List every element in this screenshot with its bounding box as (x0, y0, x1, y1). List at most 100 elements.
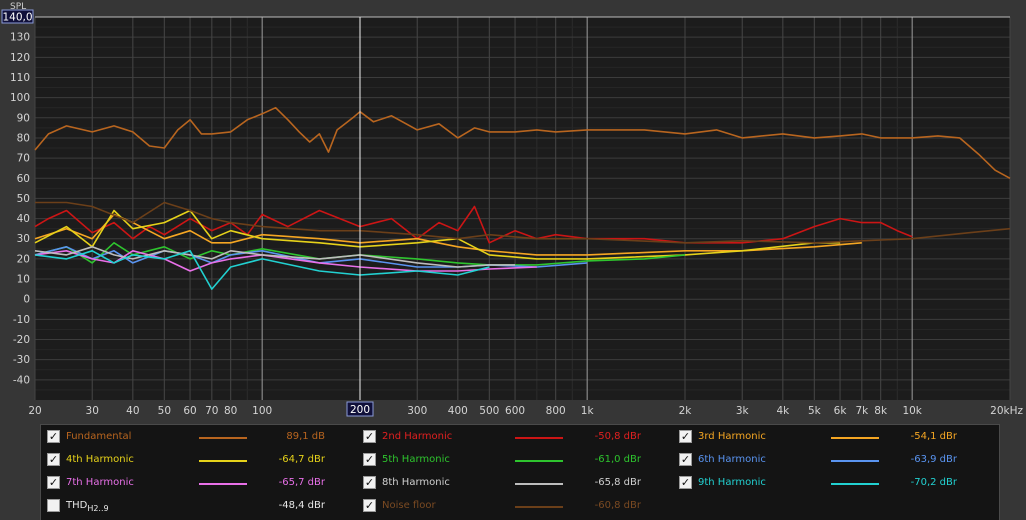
x-tick-label: 800 (546, 405, 566, 417)
legend-swatch-line (831, 483, 879, 485)
legend-label: Noise floor (382, 500, 436, 511)
legend-item-7th-harmonic: ✓ 7th Harmonic -65,7 dBr (47, 473, 347, 493)
legend-item-fundamental: ✓ Fundamental 89,1 dB (47, 427, 347, 447)
legend-label: 7th Harmonic (66, 477, 134, 488)
legend-label: Fundamental (66, 431, 132, 442)
legend-label: 5th Harmonic (382, 454, 450, 465)
x-tick-label: 6k (834, 405, 848, 417)
y-tick-label: 60 (17, 173, 30, 185)
legend-label: THDH2..9 (66, 500, 109, 513)
x-tick-label: 7k (855, 405, 869, 417)
legend-label: 6th Harmonic (698, 454, 766, 465)
legend-checkbox[interactable] (47, 499, 60, 512)
x-tick-label: 300 (407, 405, 427, 417)
legend-item-2nd-harmonic: ✓ 2nd Harmonic -50,8 dBr (363, 427, 663, 447)
series-9th-harmonic (34, 250, 490, 290)
x-tick-label: 8k (874, 405, 888, 417)
y-tick-label: 130 (10, 32, 30, 44)
x-tick-label: 1k (581, 405, 595, 417)
legend-value: -70,2 dBr (910, 477, 957, 488)
y-tick-label: 70 (17, 153, 30, 165)
legend-item-5th-harmonic: ✓ 5th Harmonic -61,0 dBr (363, 450, 663, 470)
y-axis-unit: SPL (10, 2, 26, 12)
y-max-box (1, 9, 34, 24)
legend-checkbox[interactable]: ✓ (47, 430, 60, 443)
legend-swatch-line (199, 437, 247, 439)
legend-label: 4th Harmonic (66, 454, 134, 465)
legend-checkbox[interactable]: ✓ (363, 430, 376, 443)
x-tick-label: 600 (505, 405, 525, 417)
legend-swatch-line (515, 483, 563, 485)
x-tick-label: 20 (28, 405, 41, 417)
legend-checkbox[interactable]: ✓ (679, 476, 692, 489)
legend-checkbox[interactable]: ✓ (363, 499, 376, 512)
legend-value: -65,8 dBr (594, 477, 641, 488)
legend-swatch-line (515, 506, 563, 508)
legend-item-thd: THDH2..9 -48,4 dBr (47, 496, 347, 516)
legend-checkbox[interactable]: ✓ (363, 453, 376, 466)
legend-checkbox[interactable]: ✓ (47, 453, 60, 466)
series-8th-harmonic (34, 246, 516, 268)
series-7th-harmonic (34, 250, 537, 272)
legend-item-8th-harmonic: ✓ 8th Harmonic -65,8 dBr (363, 473, 663, 493)
y-tick-label: -10 (13, 314, 30, 326)
legend-swatch-line (831, 460, 879, 462)
legend-label: 2nd Harmonic (382, 431, 453, 442)
x-tick-label: 400 (448, 405, 468, 417)
series-noise-floor (35, 201, 1011, 244)
legend-label-subscript: H2..9 (87, 504, 109, 513)
x-tick-label: 100 (252, 405, 272, 417)
x-tick-label: 20kHz (990, 405, 1023, 417)
x-tick-label: 30 (86, 405, 99, 417)
legend-value: -65,7 dBr (278, 477, 325, 488)
legend-label: 3rd Harmonic (698, 431, 766, 442)
y-tick-label: 110 (10, 72, 30, 84)
distortion-chart[interactable]: 1301201101009080706050403020100-10-20-30… (0, 0, 1026, 424)
series-fundamental (34, 106, 1011, 180)
x-tick-label: 4k (776, 405, 790, 417)
x-tick-label: 3k (736, 405, 750, 417)
x-tick-label: 10k (902, 405, 922, 417)
legend-value: -54,1 dBr (910, 431, 957, 442)
legend-value: -60,8 dBr (594, 500, 641, 511)
x-cursor-box (346, 401, 374, 417)
legend-item-6th-harmonic: ✓ 6th Harmonic -63,9 dBr (679, 450, 979, 470)
legend-value: -50,8 dBr (594, 431, 641, 442)
legend-label: 9th Harmonic (698, 477, 766, 488)
series-2nd-harmonic (34, 205, 913, 244)
x-tick-label: 2k (679, 405, 693, 417)
legend-value: -63,9 dBr (910, 454, 957, 465)
y-tick-label: 20 (17, 253, 30, 265)
legend-label: 8th Harmonic (382, 477, 450, 488)
legend-value: 89,1 dB (286, 431, 325, 442)
x-tick-label: 60 (183, 405, 196, 417)
legend-swatch-line (831, 437, 879, 439)
x-tick-label: 500 (479, 405, 499, 417)
legend-checkbox[interactable]: ✓ (363, 476, 376, 489)
legend-item-noise-floor: ✓ Noise floor -60,8 dBr (363, 496, 663, 516)
legend-item-4th-harmonic: ✓ 4th Harmonic -64,7 dBr (47, 450, 347, 470)
legend-checkbox[interactable]: ✓ (47, 476, 60, 489)
y-tick-label: -20 (13, 334, 30, 346)
legend-value: -61,0 dBr (594, 454, 641, 465)
legend-item-3rd-harmonic: ✓ 3rd Harmonic -54,1 dBr (679, 427, 979, 447)
x-tick-label: 40 (126, 405, 139, 417)
y-tick-label: -30 (13, 354, 30, 366)
y-tick-label: 120 (10, 52, 30, 64)
legend-swatch-line (515, 437, 563, 439)
legend-swatch-line (199, 483, 247, 485)
legend-swatch-line (199, 460, 247, 462)
legend-swatch-line (515, 460, 563, 462)
y-tick-label: -40 (13, 374, 30, 386)
series-5th-harmonic (34, 242, 686, 266)
y-tick-label: 10 (17, 274, 30, 286)
x-tick-label: 5k (808, 405, 822, 417)
x-tick-label: 70 (205, 405, 218, 417)
x-tick-label: 80 (224, 405, 237, 417)
legend-checkbox[interactable]: ✓ (679, 453, 692, 466)
y-tick-label: 0 (23, 294, 30, 306)
y-tick-label: 100 (10, 92, 30, 104)
y-tick-label: 50 (17, 193, 30, 205)
legend-checkbox[interactable]: ✓ (679, 430, 692, 443)
y-tick-label: 90 (17, 112, 30, 124)
